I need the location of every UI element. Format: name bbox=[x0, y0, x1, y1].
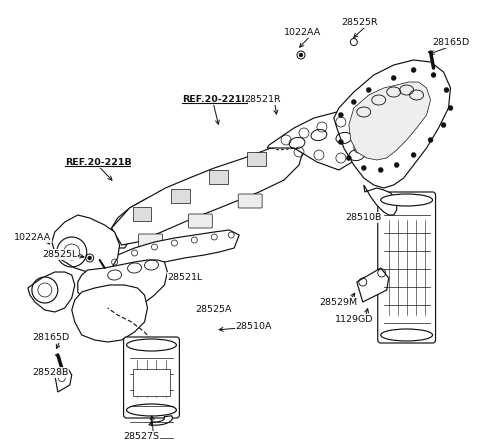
Circle shape bbox=[428, 138, 433, 143]
Circle shape bbox=[391, 76, 396, 80]
FancyBboxPatch shape bbox=[238, 194, 262, 208]
Text: 28510B: 28510B bbox=[345, 213, 381, 222]
Circle shape bbox=[88, 256, 92, 260]
FancyBboxPatch shape bbox=[123, 337, 180, 418]
Ellipse shape bbox=[381, 329, 432, 341]
Text: 28510A: 28510A bbox=[235, 322, 272, 331]
Text: 28521L: 28521L bbox=[168, 273, 203, 282]
Circle shape bbox=[444, 88, 449, 93]
Polygon shape bbox=[132, 207, 152, 221]
Polygon shape bbox=[149, 416, 172, 425]
Circle shape bbox=[411, 67, 416, 72]
Text: 1129GD: 1129GD bbox=[335, 315, 373, 324]
Polygon shape bbox=[364, 185, 396, 215]
Text: 28525A: 28525A bbox=[195, 305, 232, 314]
Ellipse shape bbox=[127, 339, 177, 351]
Polygon shape bbox=[171, 189, 190, 202]
Text: 28165D: 28165D bbox=[432, 38, 470, 47]
Polygon shape bbox=[52, 215, 120, 275]
Text: 28525L: 28525L bbox=[42, 250, 77, 259]
Polygon shape bbox=[112, 138, 307, 245]
Text: 28525R: 28525R bbox=[341, 18, 377, 27]
Polygon shape bbox=[60, 228, 118, 272]
Polygon shape bbox=[72, 285, 147, 342]
FancyBboxPatch shape bbox=[378, 192, 435, 343]
Circle shape bbox=[378, 168, 383, 173]
FancyBboxPatch shape bbox=[139, 234, 162, 248]
Text: 28521R: 28521R bbox=[244, 95, 281, 104]
Circle shape bbox=[366, 88, 371, 93]
Ellipse shape bbox=[127, 404, 177, 416]
Polygon shape bbox=[247, 152, 266, 166]
Text: REF.20-221B: REF.20-221B bbox=[65, 158, 132, 167]
Polygon shape bbox=[209, 170, 228, 184]
Polygon shape bbox=[28, 272, 75, 312]
Circle shape bbox=[299, 53, 303, 57]
Polygon shape bbox=[357, 268, 389, 302]
Ellipse shape bbox=[381, 194, 432, 206]
Text: 28527S: 28527S bbox=[123, 432, 159, 441]
Text: 28529M: 28529M bbox=[319, 298, 357, 307]
Text: 1022AA: 1022AA bbox=[284, 28, 321, 37]
Circle shape bbox=[411, 152, 416, 157]
Circle shape bbox=[338, 139, 343, 144]
Circle shape bbox=[361, 165, 366, 170]
FancyBboxPatch shape bbox=[188, 214, 212, 228]
Text: 1022AA: 1022AA bbox=[14, 233, 51, 242]
Circle shape bbox=[441, 122, 446, 127]
Text: 28528B: 28528B bbox=[32, 368, 68, 377]
Circle shape bbox=[448, 105, 453, 110]
Text: REF.20-221B: REF.20-221B bbox=[182, 95, 249, 104]
Circle shape bbox=[338, 113, 343, 118]
Polygon shape bbox=[78, 260, 168, 310]
FancyBboxPatch shape bbox=[132, 369, 170, 396]
Circle shape bbox=[431, 72, 436, 77]
Polygon shape bbox=[349, 82, 431, 160]
Text: 28165D: 28165D bbox=[32, 333, 69, 342]
Circle shape bbox=[394, 163, 399, 168]
Polygon shape bbox=[108, 198, 147, 248]
Polygon shape bbox=[267, 108, 374, 170]
Circle shape bbox=[351, 100, 356, 105]
Polygon shape bbox=[55, 368, 72, 392]
Polygon shape bbox=[105, 230, 239, 272]
Circle shape bbox=[347, 156, 351, 160]
Polygon shape bbox=[334, 60, 451, 188]
